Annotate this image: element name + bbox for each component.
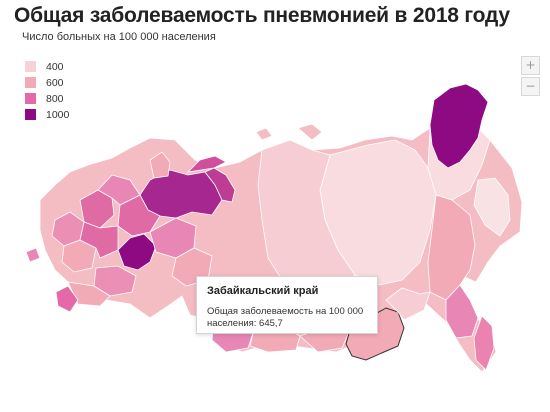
region-taymyr-island <box>297 123 323 141</box>
region-komi <box>117 194 161 237</box>
legend-swatch <box>25 109 36 120</box>
region-sakhalin <box>473 315 495 371</box>
region-kaliningrad <box>25 247 41 263</box>
legend-swatch <box>25 93 36 104</box>
region-amur <box>385 287 431 321</box>
region-arctic-island <box>255 127 273 141</box>
region-tooltip: Забайкальский край Общая заболеваемость … <box>196 276 378 334</box>
region-arkhangelsk <box>97 174 141 206</box>
legend-item-800: 800 <box>25 91 69 106</box>
legend: 400 600 800 1000 <box>25 59 69 123</box>
legend-label: 600 <box>46 76 64 89</box>
legend-label: 1000 <box>46 108 70 121</box>
legend-item-1000: 1000 <box>25 107 69 122</box>
zoom-out-button[interactable]: − <box>521 77 540 96</box>
region-caucasus <box>55 285 79 313</box>
region-kamchatka <box>473 177 511 237</box>
legend-label: 800 <box>46 92 64 105</box>
tooltip-value-line2: населения: 645,7 <box>207 318 283 329</box>
region-primorye <box>445 284 479 339</box>
region-west-3 <box>79 221 119 259</box>
legend-item-400: 400 <box>25 59 69 74</box>
region-chukotka <box>429 83 489 169</box>
legend-swatch <box>25 61 36 72</box>
region-taymyr-coast <box>204 167 236 203</box>
region-krasnoyarsk <box>257 139 356 293</box>
tooltip-value-line1: Общая заболеваемость на 100 000 <box>207 306 364 317</box>
legend-label: 400 <box>46 60 64 73</box>
region-zabaykalsky[interactable] <box>345 307 405 361</box>
tooltip-region-name: Забайкальский край <box>207 285 319 297</box>
map-subtitle: Число больных на 100 000 населения <box>22 31 216 43</box>
region-kola <box>149 151 171 179</box>
region-central-dark <box>117 233 157 271</box>
legend-item-600: 600 <box>25 75 69 90</box>
legend-swatch <box>25 77 36 88</box>
map-title: Общая заболеваемость пневмонией в 2018 г… <box>14 4 510 27</box>
region-novaya-zemlya <box>186 155 227 173</box>
zoom-in-button[interactable]: + <box>521 56 540 75</box>
